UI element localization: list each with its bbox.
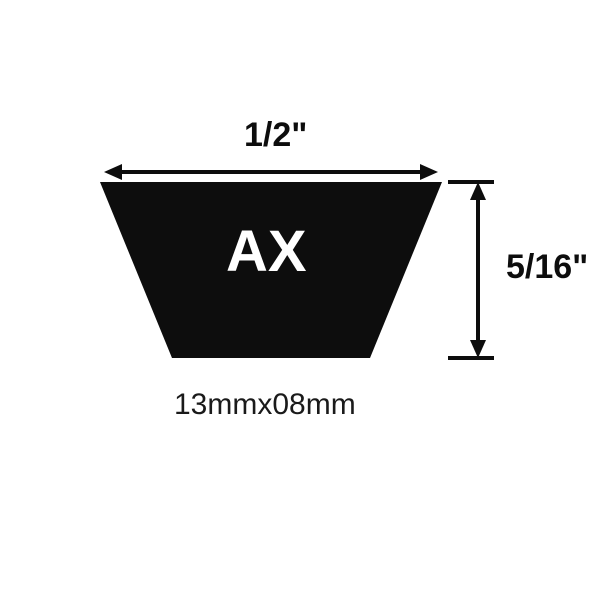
width-dimension-label: 1/2": [244, 116, 307, 155]
metric-dimensions-label: 13mmx08mm: [174, 388, 356, 422]
belt-series-label: AX: [226, 218, 307, 285]
belt-cross-section-diagram: 1/2" 5/16" AX 13mmx08mm: [0, 0, 600, 600]
diagram-svg: [0, 0, 600, 600]
height-dimension-label: 5/16": [506, 248, 588, 287]
